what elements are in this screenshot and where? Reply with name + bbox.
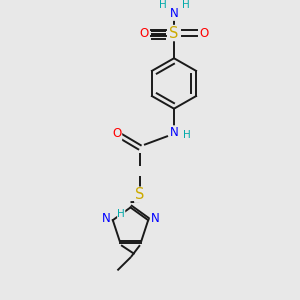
- Text: H: H: [182, 1, 189, 10]
- Text: N: N: [150, 212, 159, 225]
- Text: N: N: [102, 212, 111, 225]
- Text: N: N: [169, 126, 178, 139]
- Text: O: O: [140, 26, 148, 40]
- Text: S: S: [169, 26, 179, 40]
- Text: H: H: [183, 130, 190, 140]
- Text: H: H: [117, 209, 125, 219]
- Text: N: N: [169, 7, 178, 20]
- Text: S: S: [135, 187, 144, 202]
- Text: O: O: [200, 26, 208, 40]
- Text: O: O: [112, 128, 122, 140]
- Text: H: H: [159, 1, 167, 10]
